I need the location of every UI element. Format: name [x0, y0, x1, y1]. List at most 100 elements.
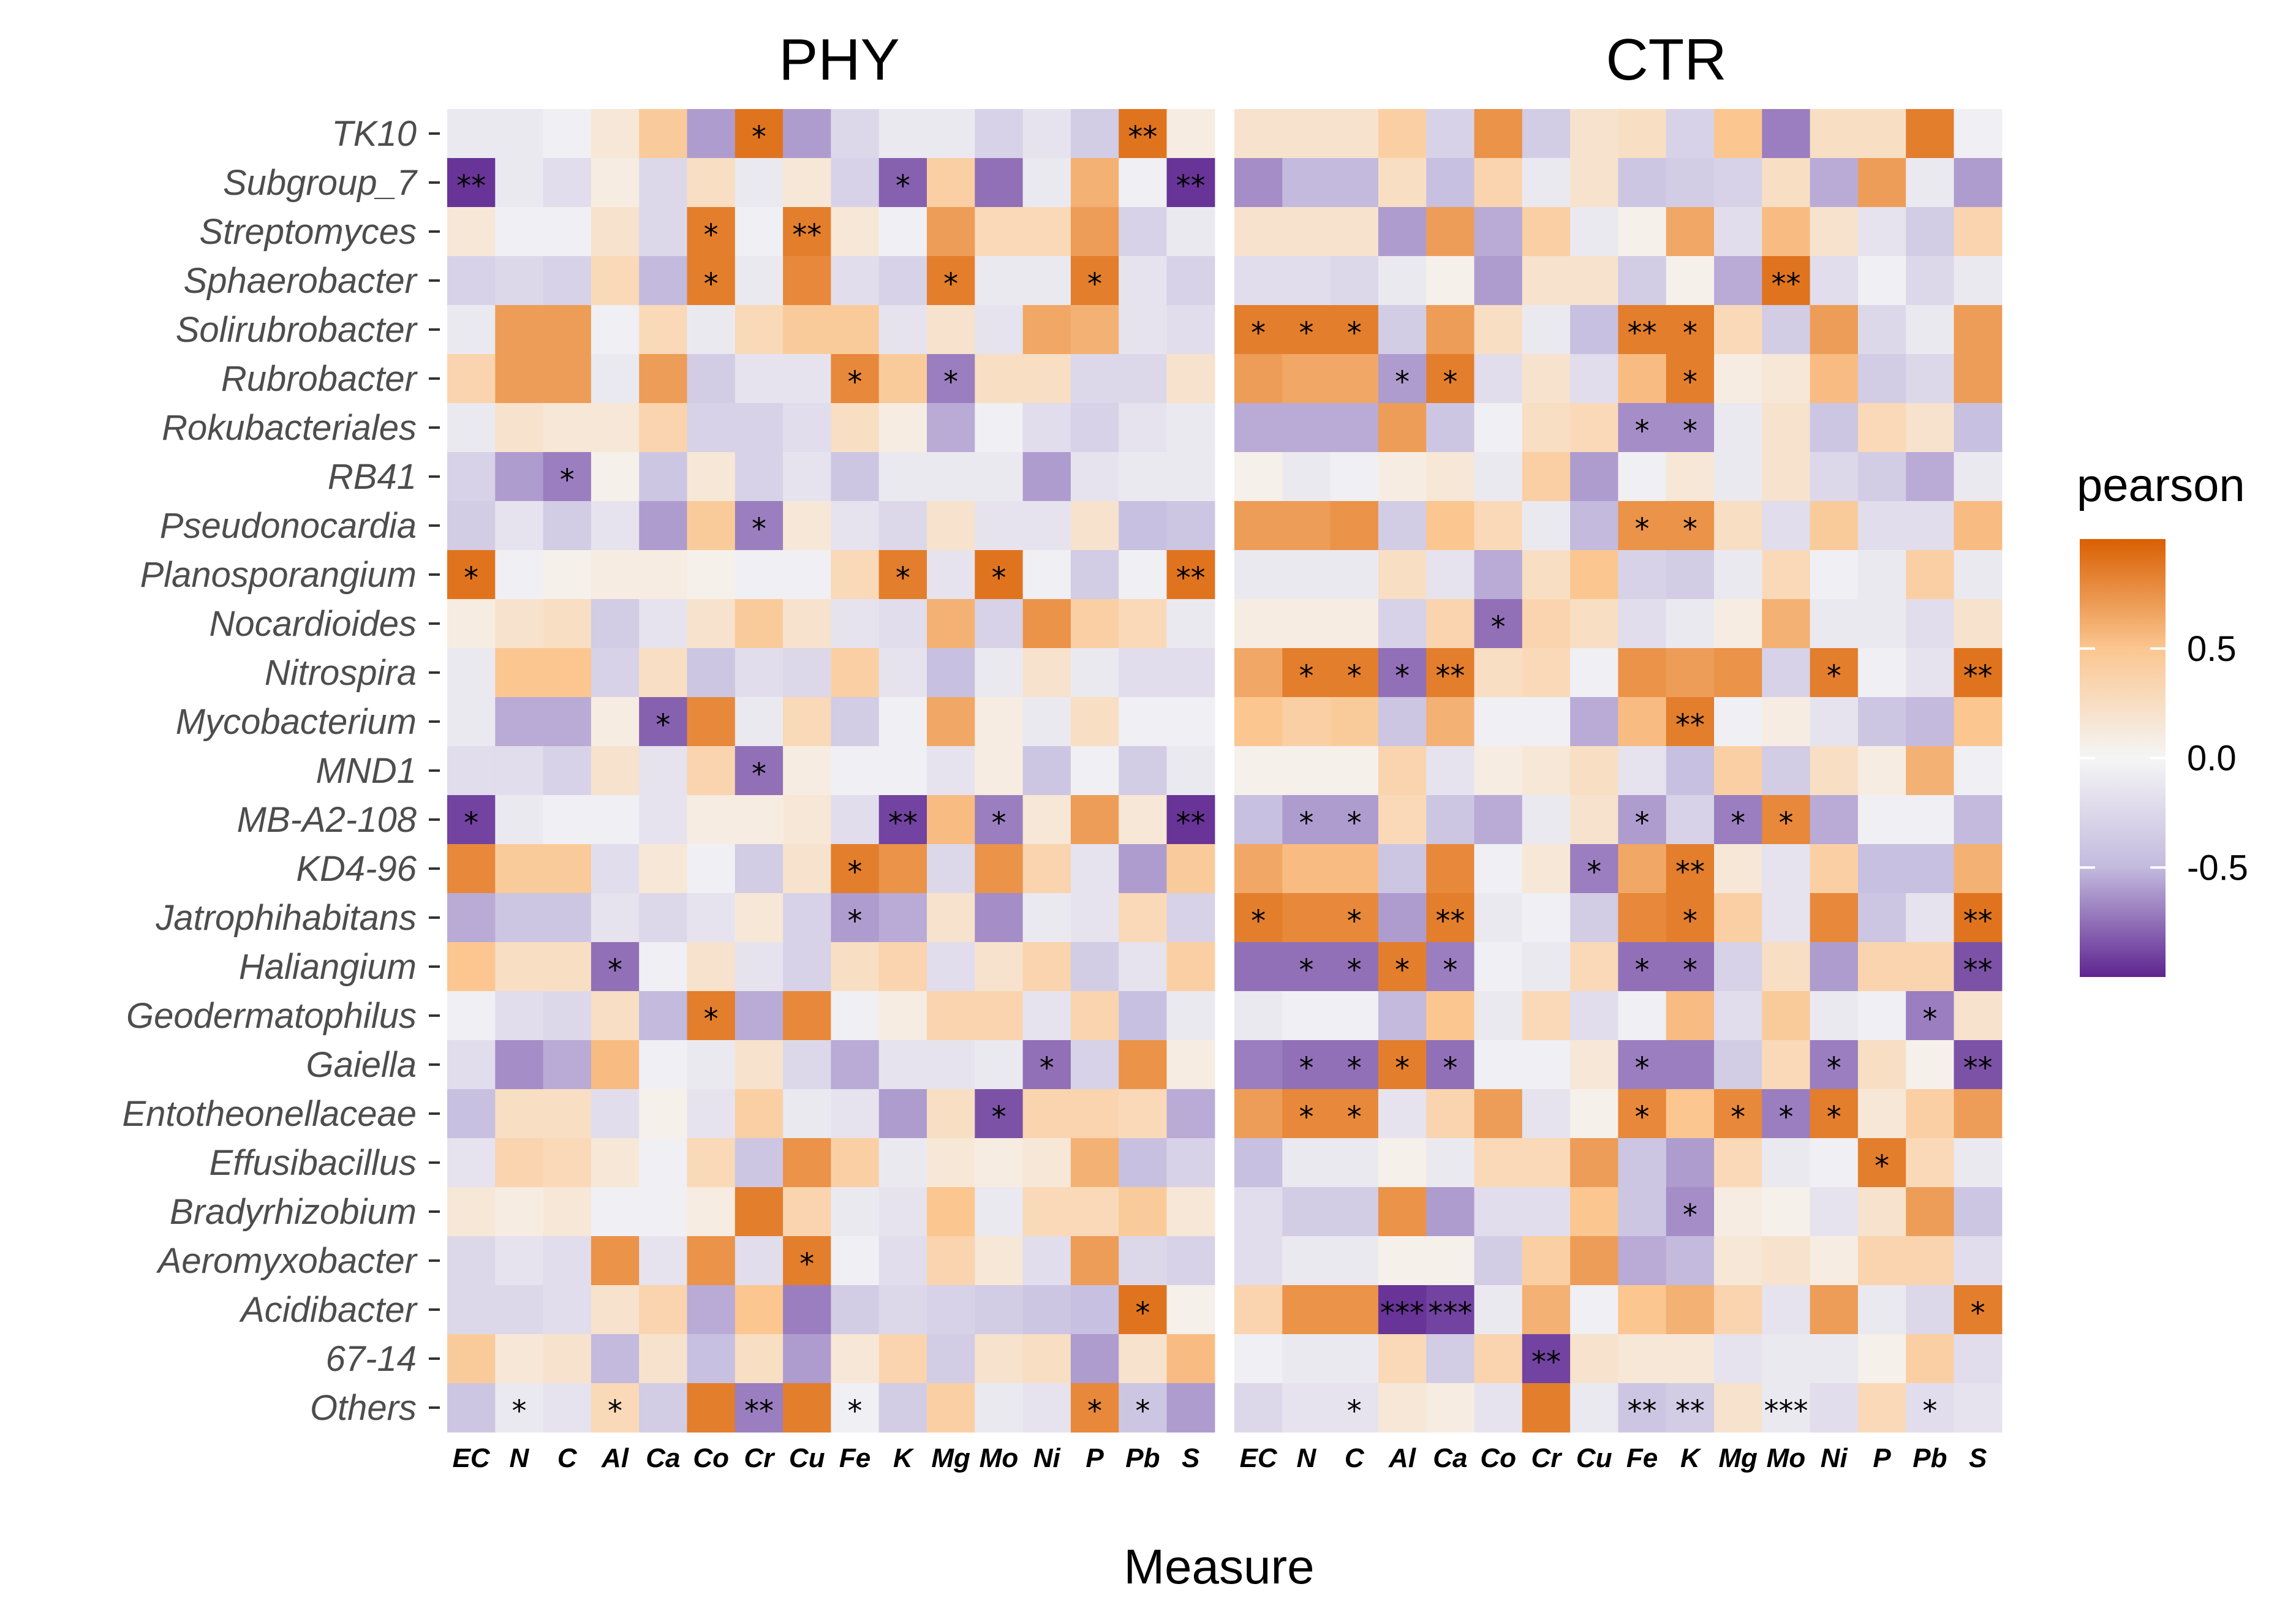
heatmap-cell	[1618, 1187, 1667, 1237]
heatmap-cell	[687, 746, 736, 796]
heatmap-cell	[447, 599, 496, 649]
heatmap-cell	[1666, 991, 1715, 1041]
heatmap-cell	[878, 207, 927, 257]
heatmap-cell	[1857, 1089, 1906, 1139]
heatmap-cell	[1857, 1187, 1906, 1237]
heatmap-cell	[1762, 991, 1811, 1041]
heatmap-cell	[1070, 1138, 1119, 1188]
heatmap-cell	[1378, 501, 1427, 551]
heatmap-cell	[495, 991, 544, 1041]
heatmap-cell	[495, 1334, 544, 1384]
heatmap-cell	[1378, 1040, 1427, 1090]
heatmap-cell	[1282, 1236, 1331, 1286]
x-tick-label: K	[893, 1443, 915, 1473]
heatmap-cell	[543, 697, 592, 747]
heatmap-cell	[1282, 452, 1331, 502]
y-tick-label: 67-14	[326, 1339, 417, 1379]
heatmap-cell	[1906, 256, 1955, 306]
heatmap-cell	[1714, 109, 1762, 159]
heatmap-cell	[975, 403, 1024, 453]
heatmap-cell	[1166, 403, 1215, 453]
heatmap-cell	[1119, 550, 1168, 600]
x-axis-label: Measure	[1123, 1539, 1314, 1594]
heatmap-cell	[1666, 158, 1715, 208]
heatmap-cell	[1522, 746, 1571, 796]
heatmap-cell	[1378, 844, 1427, 894]
heatmap-cell	[591, 354, 640, 404]
heatmap-cell	[1282, 1138, 1331, 1188]
heatmap-cell	[495, 207, 544, 257]
heatmap-cell	[734, 207, 784, 257]
significance-star: *	[1683, 365, 1697, 399]
heatmap-cell	[1282, 354, 1331, 404]
heatmap-cell	[1474, 403, 1523, 453]
heatmap-cell	[1282, 403, 1331, 453]
heatmap-cell	[1954, 1040, 2003, 1090]
heatmap-cell	[447, 158, 496, 208]
heatmap-cell	[447, 1285, 496, 1335]
heatmap-cell	[1070, 256, 1119, 306]
heatmap-cell	[783, 599, 831, 649]
heatmap-cell	[591, 893, 640, 943]
heatmap-cell	[1070, 1383, 1119, 1433]
heatmap-cell	[1618, 354, 1667, 404]
heatmap-cell	[1618, 305, 1667, 355]
heatmap-cell	[975, 1285, 1024, 1335]
heatmap-cell	[1570, 697, 1618, 747]
heatmap-cell	[1857, 1334, 1906, 1384]
heatmap-cell	[591, 1334, 640, 1384]
significance-star: *	[848, 1394, 863, 1428]
heatmap-cell	[1954, 1187, 2003, 1237]
heatmap-cell	[1810, 746, 1859, 796]
heatmap-cell	[591, 697, 640, 747]
heatmap-cell	[1762, 403, 1811, 453]
heatmap-cell	[1166, 844, 1215, 894]
y-tick-label: Planosporangium	[140, 555, 417, 595]
heatmap-cell	[1762, 648, 1811, 698]
significance-star: *	[1683, 414, 1697, 448]
heatmap-cell	[927, 1236, 975, 1286]
heatmap-cell	[1426, 501, 1475, 551]
significance-star: *	[704, 218, 719, 252]
heatmap-cell	[1954, 1285, 2003, 1335]
heatmap-cell	[1810, 403, 1859, 453]
heatmap-cell	[1570, 1285, 1618, 1335]
significance-star: *	[1347, 904, 1362, 938]
heatmap-cell	[591, 648, 640, 698]
heatmap-cell	[1234, 1089, 1283, 1139]
heatmap-cell	[1522, 158, 1571, 208]
heatmap-cell	[1330, 1138, 1379, 1188]
heatmap-cell	[878, 648, 927, 698]
heatmap-cell	[1570, 354, 1618, 404]
heatmap-cell	[1522, 599, 1571, 649]
heatmap-cell	[734, 942, 784, 992]
heatmap-cell	[1119, 991, 1168, 1041]
heatmap-cell	[975, 599, 1024, 649]
heatmap-cell	[1762, 501, 1811, 551]
heatmap-cell	[1522, 893, 1571, 943]
heatmap-cell	[1857, 256, 1906, 306]
heatmap-cell	[639, 1236, 688, 1286]
heatmap-cell	[1330, 844, 1379, 894]
heatmap-cell	[1714, 1383, 1762, 1433]
significance-star: *	[1587, 855, 1601, 889]
heatmap-cell	[1714, 893, 1762, 943]
heatmap-cell	[1234, 648, 1283, 698]
heatmap-cell	[639, 844, 688, 894]
heatmap-cell	[1282, 648, 1331, 698]
heatmap-cell	[591, 746, 640, 796]
heatmap-cell	[1070, 501, 1119, 551]
heatmap-cell	[1330, 795, 1379, 845]
heatmap-cell	[495, 648, 544, 698]
heatmap-cell	[1714, 452, 1762, 502]
heatmap-cell	[1666, 942, 1715, 992]
heatmap-cell	[543, 1334, 592, 1384]
heatmap-cell	[1906, 942, 1955, 992]
heatmap-cell	[1282, 1334, 1331, 1384]
heatmap-cell	[1857, 1138, 1906, 1188]
heatmap-cell	[1070, 1334, 1119, 1384]
heatmap-cell	[495, 354, 544, 404]
heatmap-cell	[1810, 1089, 1859, 1139]
heatmap-cell	[1810, 1236, 1859, 1286]
y-tick-label: RB41	[328, 457, 417, 497]
